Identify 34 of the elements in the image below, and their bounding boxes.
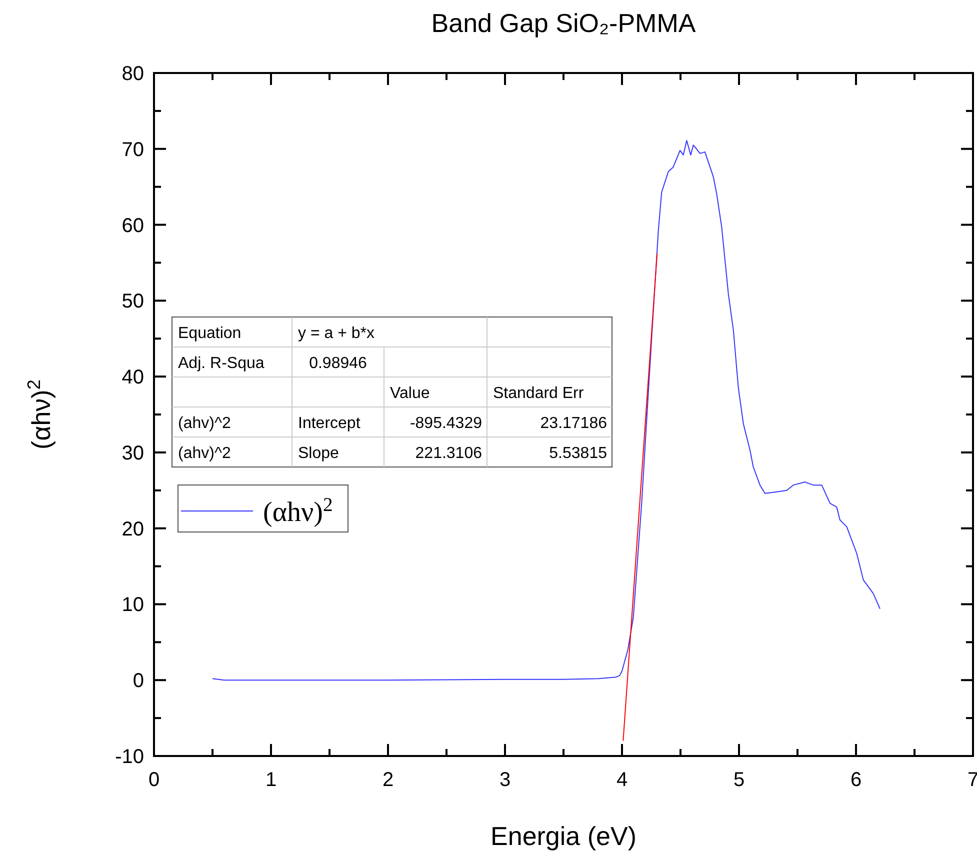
y-tick-label: -10 bbox=[115, 746, 144, 768]
x-tick-label: 4 bbox=[616, 769, 628, 791]
annotation: 0.98946 bbox=[309, 355, 368, 372]
x-tick-label: 5 bbox=[733, 769, 745, 791]
y-tick-label: 80 bbox=[122, 63, 144, 85]
annotation: Adj. R-Squa bbox=[178, 355, 264, 372]
annotation: (ahv)^2 bbox=[178, 415, 231, 432]
annotation: (ahv)^2 bbox=[178, 445, 231, 462]
y-tick-label: 0 bbox=[132, 670, 144, 692]
x-tick-label: 6 bbox=[850, 769, 862, 791]
annotation: y = a + b*x bbox=[298, 325, 374, 342]
annotation: Intercept bbox=[298, 415, 361, 432]
annotation: -895.4329 bbox=[410, 415, 482, 432]
y-tick-label: 50 bbox=[122, 290, 144, 313]
legend-label: (αhν)$^{2}$ bbox=[263, 494, 333, 528]
annotation: 5.53815 bbox=[549, 445, 608, 462]
x-tick-label: 2 bbox=[382, 769, 394, 791]
x-axis-title: Energia (eV) bbox=[490, 821, 636, 851]
annotation: 23.17186 bbox=[540, 415, 608, 432]
annotation: Standard Err bbox=[493, 385, 584, 402]
annotation: Equation bbox=[178, 325, 242, 342]
x-tick-label: 0 bbox=[148, 769, 160, 791]
y-tick-label: 10 bbox=[122, 594, 144, 616]
y-tick-label: 70 bbox=[122, 138, 144, 161]
x-tick-label: 3 bbox=[499, 769, 511, 791]
x-tick-label: 1 bbox=[265, 769, 277, 791]
annotation: Slope bbox=[298, 445, 340, 462]
y-tick-label: 40 bbox=[122, 366, 144, 389]
y-tick-label: 30 bbox=[122, 442, 144, 464]
chart-title: Band Gap SiO₂-PMMA bbox=[431, 8, 696, 38]
annotation: Value bbox=[390, 385, 430, 402]
y-tick-label: 20 bbox=[122, 518, 144, 540]
annotation: 221.3106 bbox=[415, 445, 482, 462]
y-tick-label: 60 bbox=[122, 214, 144, 237]
